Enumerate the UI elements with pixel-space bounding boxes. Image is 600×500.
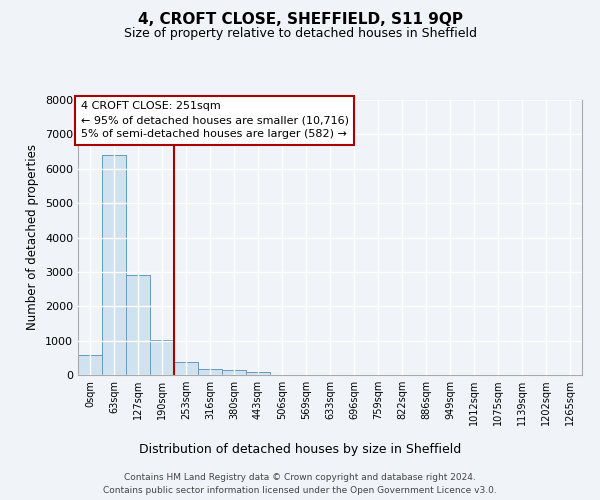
Text: Size of property relative to detached houses in Sheffield: Size of property relative to detached ho… bbox=[124, 28, 476, 40]
Text: Contains HM Land Registry data © Crown copyright and database right 2024.: Contains HM Land Registry data © Crown c… bbox=[124, 472, 476, 482]
Bar bbox=[78, 355, 102, 375]
Bar bbox=[174, 362, 198, 375]
Bar bbox=[102, 155, 126, 375]
Y-axis label: Number of detached properties: Number of detached properties bbox=[26, 144, 40, 330]
Bar bbox=[150, 340, 174, 375]
Text: 4 CROFT CLOSE: 251sqm
← 95% of detached houses are smaller (10,716)
5% of semi-d: 4 CROFT CLOSE: 251sqm ← 95% of detached … bbox=[80, 102, 349, 140]
Bar bbox=[246, 372, 270, 375]
Bar bbox=[222, 370, 246, 375]
Text: Distribution of detached houses by size in Sheffield: Distribution of detached houses by size … bbox=[139, 442, 461, 456]
Text: Contains public sector information licensed under the Open Government Licence v3: Contains public sector information licen… bbox=[103, 486, 497, 495]
Bar bbox=[198, 369, 222, 375]
Bar bbox=[126, 274, 150, 375]
Text: 4, CROFT CLOSE, SHEFFIELD, S11 9QP: 4, CROFT CLOSE, SHEFFIELD, S11 9QP bbox=[137, 12, 463, 28]
